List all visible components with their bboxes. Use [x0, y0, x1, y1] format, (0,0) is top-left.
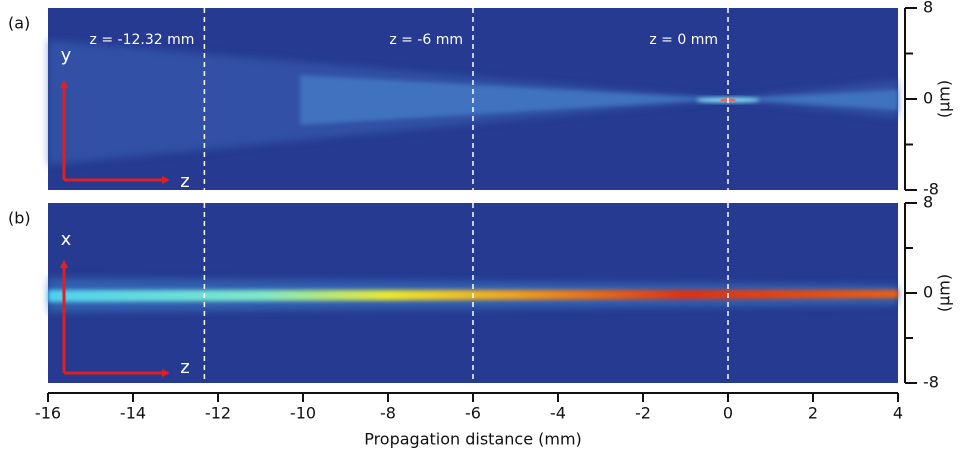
y-tick-label: 0	[923, 283, 933, 302]
x-tick-label: 4	[893, 404, 903, 423]
y-tick-label: 8	[923, 193, 933, 212]
arrow-label: y	[61, 45, 72, 66]
marker-label: z = -6 mm	[389, 32, 463, 48]
panel-label: (a)	[8, 14, 30, 33]
x-axis-label: Propagation distance (mm)	[364, 430, 582, 449]
marker-label: z = -12.32 mm	[90, 32, 195, 48]
arrow-label: z	[180, 357, 189, 378]
x-tick-label: 0	[723, 404, 733, 423]
x-tick-label: -10	[290, 404, 316, 423]
y-axis-label: (µm)	[935, 274, 954, 312]
y-tick-label: 0	[923, 89, 933, 108]
x-tick-label: -8	[380, 404, 396, 423]
x-tick-label: -4	[550, 404, 566, 423]
arrow-label: z	[180, 171, 189, 192]
x-tick-label: -12	[205, 404, 231, 423]
y-tick-label: 8	[923, 0, 933, 17]
x-tick-label: -16	[35, 404, 61, 423]
y-tick-label: -8	[923, 180, 939, 199]
x-tick-label: 2	[808, 404, 818, 423]
arrows	[60, 80, 170, 377]
x-tick-label: -2	[635, 404, 651, 423]
marker-label: z = 0 mm	[649, 32, 718, 48]
y-tick-label: -8	[923, 373, 939, 392]
panel-label: (b)	[8, 209, 31, 228]
arrow-label: x	[61, 229, 72, 250]
y-axis-label: (µm)	[935, 80, 954, 118]
x-tick-label: -6	[465, 404, 481, 423]
x-tick-label: -14	[120, 404, 146, 423]
